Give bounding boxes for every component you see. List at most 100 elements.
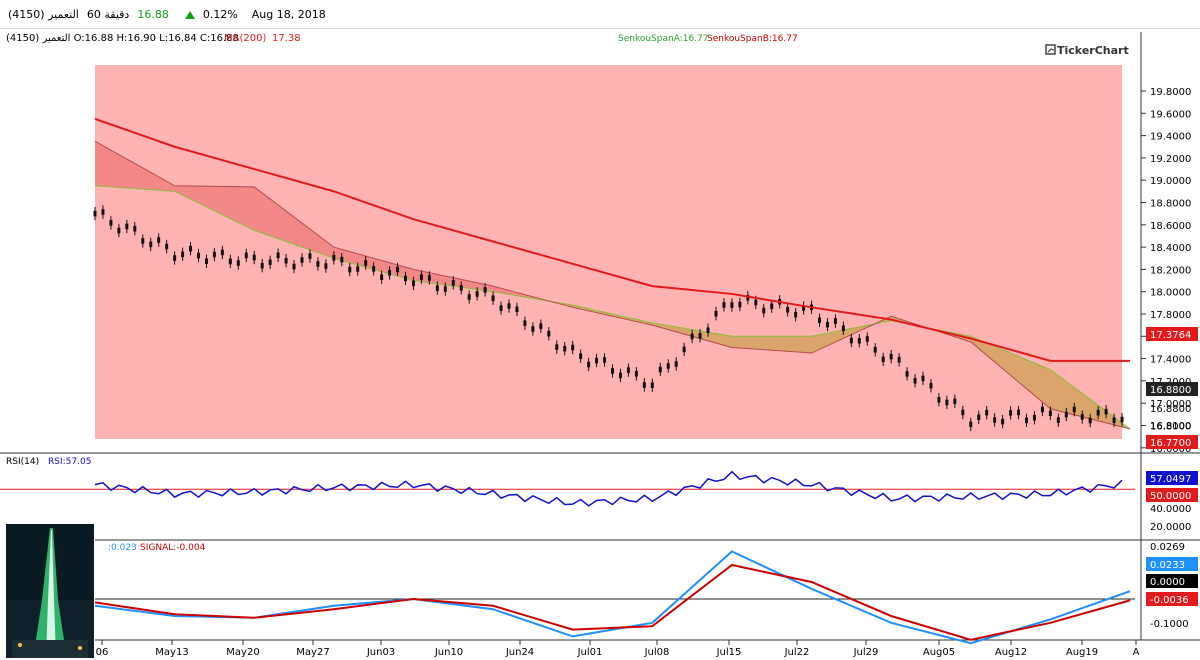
price-candle-body bbox=[603, 357, 607, 363]
price-candle-body bbox=[1080, 414, 1084, 420]
x-tick-label: Aug19 bbox=[1066, 647, 1098, 658]
ichimoku-cloud-segment bbox=[254, 186, 334, 259]
price-tick-label: 19.0000 bbox=[1150, 176, 1191, 187]
price-candle-body bbox=[1120, 416, 1124, 423]
price-candle-body bbox=[316, 261, 320, 267]
price-candle-body bbox=[380, 274, 384, 280]
price-candle-body bbox=[236, 260, 240, 266]
price-candle-body bbox=[443, 286, 447, 292]
price-candle-body bbox=[682, 346, 686, 353]
price-candle-body bbox=[611, 368, 614, 374]
price-candle-body bbox=[133, 225, 137, 232]
price-candle-body bbox=[419, 274, 423, 280]
ichimoku-cloud-segment bbox=[970, 336, 1051, 409]
tower-photo-thumbnail bbox=[6, 524, 94, 658]
interval-label[interactable]: 60 دقيقة bbox=[86, 7, 130, 21]
rsi-title: RSI(14) bbox=[6, 457, 39, 467]
price-candle-body bbox=[364, 260, 368, 266]
price-candle-body bbox=[284, 257, 288, 264]
price-candle-body bbox=[483, 287, 487, 293]
price-candle-body bbox=[451, 280, 455, 286]
price-candle-body bbox=[228, 258, 232, 265]
price-candle-body bbox=[212, 251, 216, 258]
ichimoku-cloud-segment bbox=[95, 141, 175, 192]
cloud-price-badge: 16.7700 bbox=[1146, 435, 1198, 449]
price-candle-body bbox=[626, 367, 630, 373]
rsi-value-badge: 57.0497 bbox=[1146, 471, 1198, 485]
price-candle-body bbox=[276, 252, 280, 259]
price-candle-body bbox=[372, 266, 376, 272]
rsi-level-badge: 50.0000 bbox=[1146, 488, 1198, 502]
price-candle-body bbox=[396, 266, 400, 273]
signal-value-label: SIGNAL:-0.004 bbox=[140, 543, 206, 553]
ma-value: 17.38 bbox=[272, 33, 301, 44]
price-candle-body bbox=[706, 327, 710, 333]
price-candle-body bbox=[722, 302, 726, 308]
rsi-tick-20: 20.0000 bbox=[1150, 522, 1191, 533]
macd-line bbox=[94, 550, 1131, 645]
symbol-name[interactable]: التعمير (4150) bbox=[8, 7, 79, 21]
price-candle-body bbox=[905, 371, 909, 377]
price-candle-body bbox=[332, 255, 336, 261]
chart-canvas[interactable]: التعمير (4150) O:16.88 H:16.90 L:16.84 C… bbox=[0, 28, 1200, 660]
price-candle-body bbox=[197, 252, 200, 259]
senkou-span-a-line bbox=[94, 185, 1131, 430]
ohlc-readout: التعمير (4150) O:16.88 H:16.90 L:16.84 C… bbox=[6, 33, 239, 44]
price-candle-body bbox=[427, 275, 431, 281]
macd-zero-badge: 0.0000 bbox=[1146, 574, 1198, 588]
signal-line bbox=[94, 563, 1131, 641]
price-candle-body bbox=[1104, 408, 1108, 415]
price-candle-body bbox=[969, 421, 973, 428]
price-candle-body bbox=[977, 414, 981, 421]
price-candle-body bbox=[690, 333, 694, 340]
price-candle-body bbox=[650, 382, 654, 388]
price-candle-body bbox=[220, 249, 224, 256]
price-candle-body bbox=[244, 252, 248, 259]
macd-tick-bottom: -0.1000 bbox=[1150, 619, 1189, 630]
price-candle-body bbox=[324, 263, 328, 269]
price-tick-label: 19.8000 bbox=[1150, 87, 1191, 98]
last-price: 16.88 bbox=[137, 7, 169, 21]
price-candle-body bbox=[117, 227, 121, 234]
price-candle-body bbox=[730, 302, 734, 308]
ma-label: MA(200) bbox=[224, 33, 266, 44]
price-candle-body bbox=[770, 303, 774, 310]
rsi-line bbox=[94, 470, 1123, 507]
price-tick-label: 16.6000 bbox=[1150, 444, 1191, 455]
ichimoku-cloud-segment bbox=[572, 305, 653, 326]
x-tick-label: Jul01 bbox=[577, 647, 603, 658]
price-candle-body bbox=[714, 310, 718, 317]
price-candle-body bbox=[571, 344, 575, 351]
logo-text: TickerChart bbox=[1057, 44, 1129, 57]
price-candle-body bbox=[459, 285, 463, 291]
price-tick-label: 17.4000 bbox=[1150, 355, 1191, 366]
price-candle-body bbox=[411, 280, 415, 287]
macd-plot bbox=[94, 550, 1135, 645]
x-tick-label: Aug05 bbox=[923, 647, 955, 658]
x-tick-label: May13 bbox=[155, 647, 188, 658]
price-candle-body bbox=[141, 238, 145, 244]
price-candle-body bbox=[993, 417, 997, 423]
price-candle-body bbox=[658, 366, 662, 373]
x-tick-label: Jul15 bbox=[716, 647, 742, 658]
price-candle-body bbox=[125, 223, 129, 230]
x-tick-label: May27 bbox=[296, 647, 329, 658]
price-candle-body bbox=[921, 375, 925, 382]
rsi-plot bbox=[0, 470, 1135, 507]
price-candle-body bbox=[268, 259, 272, 266]
x-tick-label: Aug12 bbox=[995, 647, 1027, 658]
price-axis: 19.8000 19.6000 19.4000 19.2000 19.0000 18.80… bbox=[1141, 87, 1191, 455]
price-tick-label: 18.2000 bbox=[1150, 265, 1191, 276]
svg-text:0.0000: 0.0000 bbox=[1150, 577, 1185, 588]
svg-text:-0.0036: -0.0036 bbox=[1150, 595, 1189, 606]
price-candle-body bbox=[833, 318, 837, 324]
price-candle-body bbox=[404, 275, 407, 282]
price-candle-body bbox=[1009, 410, 1013, 416]
change-percent: 0.12% bbox=[202, 7, 238, 21]
x-tick-label: Jun24 bbox=[505, 647, 534, 658]
price-candle-body bbox=[531, 326, 535, 332]
price-candle-body bbox=[1048, 410, 1052, 417]
price-candle-body bbox=[929, 382, 933, 389]
price-candle-body bbox=[985, 409, 989, 416]
price-candle-body bbox=[666, 363, 670, 369]
